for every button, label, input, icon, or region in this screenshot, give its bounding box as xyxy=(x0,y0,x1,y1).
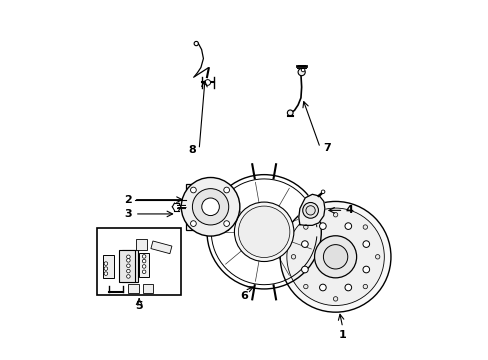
Bar xyxy=(142,284,153,293)
Bar xyxy=(139,253,149,277)
Circle shape xyxy=(301,266,307,273)
Circle shape xyxy=(333,212,337,217)
Circle shape xyxy=(301,241,307,247)
Bar xyxy=(128,284,139,293)
Bar xyxy=(97,228,181,295)
Circle shape xyxy=(224,221,229,226)
Circle shape xyxy=(301,68,304,72)
Circle shape xyxy=(303,225,307,229)
Circle shape xyxy=(202,198,219,216)
Circle shape xyxy=(305,206,315,215)
Bar xyxy=(103,255,114,278)
Text: 6: 6 xyxy=(240,291,248,301)
Bar xyxy=(151,241,172,254)
Circle shape xyxy=(280,202,390,312)
Circle shape xyxy=(314,236,356,278)
Circle shape xyxy=(344,223,351,229)
Circle shape xyxy=(104,272,107,275)
Circle shape xyxy=(302,203,318,218)
Circle shape xyxy=(126,258,130,262)
Circle shape xyxy=(375,255,379,259)
Circle shape xyxy=(319,284,325,291)
Bar xyxy=(185,184,228,230)
Circle shape xyxy=(323,245,347,269)
Polygon shape xyxy=(298,194,324,225)
Circle shape xyxy=(126,264,130,267)
Circle shape xyxy=(319,223,325,229)
Circle shape xyxy=(126,255,130,258)
Circle shape xyxy=(298,68,305,76)
Bar xyxy=(122,249,138,282)
Circle shape xyxy=(362,266,369,273)
Text: 2: 2 xyxy=(124,195,132,204)
Circle shape xyxy=(190,187,196,193)
Text: 8: 8 xyxy=(188,145,196,155)
Bar xyxy=(119,249,135,282)
Circle shape xyxy=(104,267,107,270)
Circle shape xyxy=(126,275,130,278)
Circle shape xyxy=(142,255,145,258)
Circle shape xyxy=(287,110,292,116)
Circle shape xyxy=(333,297,337,301)
Text: 4: 4 xyxy=(345,205,353,215)
Text: 3: 3 xyxy=(124,209,132,219)
Circle shape xyxy=(181,177,240,236)
Circle shape xyxy=(142,265,145,268)
Text: 7: 7 xyxy=(322,143,330,153)
Text: 1: 1 xyxy=(338,330,346,341)
Circle shape xyxy=(142,270,145,274)
Circle shape xyxy=(238,206,289,257)
Circle shape xyxy=(104,262,107,265)
Circle shape xyxy=(126,269,130,273)
Circle shape xyxy=(286,208,384,306)
Circle shape xyxy=(363,284,367,289)
Circle shape xyxy=(362,241,369,247)
Circle shape xyxy=(344,284,351,291)
Circle shape xyxy=(142,259,145,263)
Circle shape xyxy=(291,255,295,259)
Circle shape xyxy=(321,190,324,194)
Circle shape xyxy=(234,202,293,261)
Circle shape xyxy=(363,225,367,229)
Circle shape xyxy=(204,80,210,85)
Circle shape xyxy=(224,187,229,193)
Circle shape xyxy=(190,221,196,226)
Circle shape xyxy=(303,284,307,289)
Bar xyxy=(135,239,147,249)
Text: 5: 5 xyxy=(135,301,142,311)
Circle shape xyxy=(192,189,228,225)
